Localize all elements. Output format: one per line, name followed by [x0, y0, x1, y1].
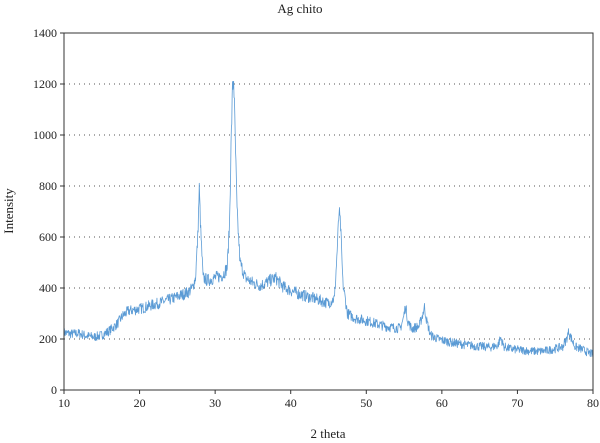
x-tick-label-10: 10 [58, 396, 70, 410]
y-tick-label-400: 400 [39, 281, 57, 295]
y-axis-label: Intensity [1, 188, 16, 234]
x-tick-label-40: 40 [285, 396, 297, 410]
y-tick-label-0: 0 [51, 383, 57, 397]
y-axis-ticks: 0 200 400 600 800 1000 1200 1400 [33, 26, 64, 397]
y-tick-label-200: 200 [39, 332, 57, 346]
y-tick-label-800: 800 [39, 179, 57, 193]
y-tick-label-1200: 1200 [33, 77, 57, 91]
x-tick-label-20: 20 [134, 396, 146, 410]
series-group [63, 80, 594, 358]
y-tick-label-1400: 1400 [33, 26, 57, 40]
x-axis-label: 2 theta [310, 426, 345, 441]
x-tick-label-70: 70 [511, 396, 523, 410]
chart-title: Ag chito [277, 1, 322, 16]
x-tick-label-30: 30 [209, 396, 221, 410]
x-axis-ticks: 10 20 30 40 50 60 70 80 [58, 390, 599, 410]
x-tick-label-60: 60 [436, 396, 448, 410]
x-tick-label-50: 50 [360, 396, 372, 410]
y-tick-label-600: 600 [39, 230, 57, 244]
plot-frame [63, 32, 594, 391]
gridlines [64, 83, 593, 340]
x-tick-label-80: 80 [587, 396, 599, 410]
series-line-0 [63, 80, 594, 358]
y-tick-label-1000: 1000 [33, 128, 57, 142]
